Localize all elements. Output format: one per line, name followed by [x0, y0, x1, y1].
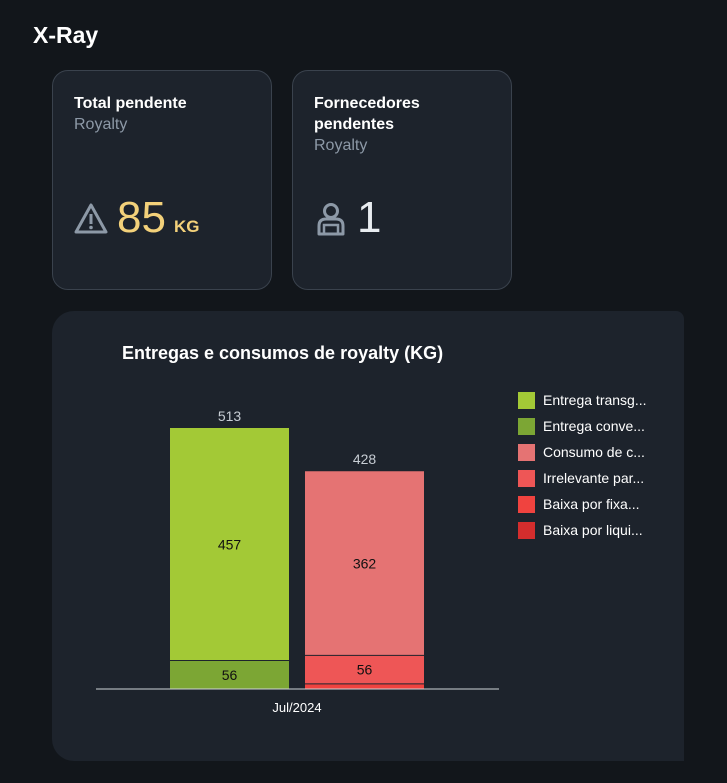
legend-label: Entrega transg... — [543, 392, 647, 408]
page-title: X-Ray — [33, 22, 99, 48]
kpi-value: 1 — [357, 193, 382, 242]
legend-swatch — [518, 495, 535, 513]
bar-segment — [305, 683, 424, 689]
data-label: 457 — [218, 536, 242, 552]
data-label: 362 — [353, 555, 377, 571]
legend-item[interactable]: Entrega conve... — [518, 413, 678, 439]
warning-icon — [74, 203, 108, 234]
kpi-card-title-block: Fornecedores pendentes Royalty — [314, 93, 494, 156]
data-label: 56 — [357, 662, 373, 678]
legend-item[interactable]: Baixa por fixa... — [518, 491, 678, 517]
legend-label: Entrega conve... — [543, 418, 645, 434]
bar-segment — [170, 660, 289, 689]
kpi-value-row: 85 KG — [73, 193, 199, 243]
chart-legend: Entrega transg... Entrega conve... Consumo… — [518, 387, 678, 543]
kpi-card-title: Fornecedores pendentes — [314, 95, 420, 133]
kpi-unit: KG — [173, 217, 200, 236]
kpi-card-pending-suppliers[interactable]: Fornecedores pendentes Royalty 1 — [292, 70, 512, 290]
legend-swatch — [518, 443, 535, 461]
legend-swatch — [518, 391, 535, 409]
bar-segment — [305, 471, 424, 656]
kpi-value-row: 1 — [313, 193, 381, 243]
chart-card: Entregas e consumos de royalty (KG) 56 45… — [52, 311, 684, 761]
bar-segment — [170, 428, 289, 661]
data-label: 56 — [222, 667, 238, 683]
legend-swatch — [518, 521, 535, 539]
supplier-icon — [317, 203, 345, 236]
legend-label: Baixa por fixa... — [543, 496, 640, 512]
kpi-card-title-block: Total pendente Royalty — [74, 93, 254, 135]
legend-label: Consumo de c... — [543, 444, 645, 460]
kpi-card-subtitle: Royalty — [314, 137, 368, 154]
bar-segment — [305, 655, 424, 684]
kpi-card-total-pending[interactable]: Total pendente Royalty 85 KG — [52, 70, 272, 290]
legend-label: Irrelevante par... — [543, 470, 645, 486]
legend-swatch — [518, 469, 535, 487]
legend-item[interactable]: Consumo de c... — [518, 439, 678, 465]
total-label: 513 — [218, 408, 242, 424]
legend-item[interactable]: Irrelevante par... — [518, 465, 678, 491]
total-label: 428 — [353, 451, 377, 467]
kpi-value: 85 — [117, 193, 166, 242]
kpi-card-subtitle: Royalty — [74, 116, 128, 133]
x-tick-label: Jul/2024 — [272, 700, 321, 715]
legend-swatch — [518, 417, 535, 435]
legend-label: Baixa por liqui... — [543, 522, 643, 538]
legend-item[interactable]: Baixa por liqui... — [518, 517, 678, 543]
legend-item[interactable]: Entrega transg... — [518, 387, 678, 413]
kpi-card-title: Total pendente — [74, 95, 187, 112]
stacked-bar-chart: 56 457 513 56 362 428 Jul/2024 — [96, 408, 499, 715]
chart-title: Entregas e consumos de royalty (KG) — [122, 343, 444, 363]
